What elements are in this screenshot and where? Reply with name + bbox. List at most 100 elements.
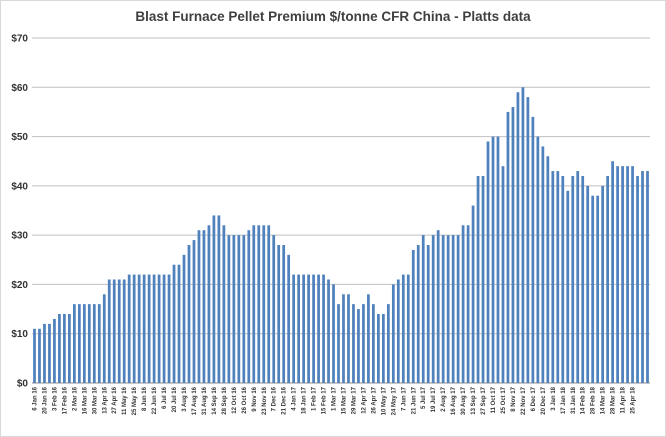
x-tick-label: 18 Jan 17: [302, 386, 308, 414]
bar: [511, 107, 515, 383]
x-tick-label: 24 May 17: [391, 386, 397, 415]
bar: [466, 225, 470, 383]
bar: [77, 304, 81, 383]
bar: [566, 190, 570, 383]
x-tick-label: 23 Nov 16: [262, 386, 268, 415]
x-tick-label: 25 May 16: [132, 386, 138, 415]
bar: [456, 235, 460, 383]
bar: [391, 284, 395, 383]
y-tick-label: $50: [11, 132, 28, 143]
bar: [471, 205, 475, 383]
x-tick-label: 2 Aug 17: [441, 386, 447, 411]
bar: [147, 274, 151, 383]
x-tick-label: 14 Sep 16: [212, 386, 218, 414]
bar: [401, 274, 405, 383]
bar: [192, 240, 196, 383]
x-tick-label: 21 Dec 16: [282, 386, 288, 414]
x-tick-label: 12 Apr 17: [361, 386, 367, 413]
x-tick-label: 29 Mar 17: [351, 386, 357, 414]
x-tick-label: 17 Aug 16: [192, 386, 198, 415]
bar: [327, 279, 330, 383]
x-tick-label: 11 Oct 17: [491, 386, 497, 413]
x-tick-label: 20 Jan 16: [42, 386, 48, 414]
bar: [436, 230, 440, 383]
bar: [272, 235, 276, 383]
x-tick-label: 7 Dec 16: [272, 386, 278, 411]
x-tick-label: 31 Aug 16: [202, 386, 208, 415]
bar: [207, 225, 211, 383]
bar: [227, 235, 231, 383]
y-tick-label: $0: [17, 379, 29, 390]
x-tick-label: 9 Nov 16: [252, 386, 258, 411]
x-tick-label: 1 Mar 17: [332, 386, 338, 411]
x-tick-label: 25 Oct 17: [501, 386, 507, 413]
x-tick-label: 17 Feb 16: [62, 386, 68, 414]
bar: [531, 116, 535, 384]
x-tick-label: 22 Jun 16: [152, 386, 158, 414]
bar: [297, 274, 301, 383]
bar: [491, 136, 495, 383]
bar: [386, 304, 390, 383]
x-tick-label: 15 Feb 17: [322, 386, 328, 414]
bar: [541, 146, 545, 383]
bar: [222, 225, 226, 383]
x-tick-label: 13 Sep 17: [471, 386, 477, 414]
x-tick-label: 3 Jan 18: [551, 386, 557, 410]
x-tick-label: 13 Apr 16: [102, 386, 108, 413]
bar: [167, 274, 171, 383]
bar: [142, 274, 146, 383]
bar: [496, 136, 500, 383]
bar: [347, 294, 350, 383]
bar: [282, 245, 286, 383]
bar: [461, 225, 465, 383]
y-tick-label: $20: [11, 280, 28, 291]
x-tick-label: 28 Mar 18: [611, 386, 617, 414]
x-tick-label: 4 Jan 17: [292, 386, 298, 410]
bar: [367, 294, 370, 383]
bar: [372, 304, 375, 383]
bar: [58, 314, 61, 383]
bar: [232, 235, 236, 383]
x-tick-label: 25 Apr 18: [631, 386, 637, 413]
bar: [476, 176, 480, 383]
bar: [122, 279, 126, 383]
x-tick-label: 11 Apr 18: [621, 386, 627, 413]
bar: [551, 171, 555, 383]
bar: [626, 166, 629, 383]
bar: [287, 254, 291, 383]
y-tick-label: $10: [11, 329, 28, 340]
bar: [526, 97, 530, 383]
bar: [601, 185, 605, 383]
bar: [277, 245, 281, 383]
bar: [636, 176, 639, 383]
bar: [322, 274, 325, 383]
bar: [486, 141, 490, 383]
bar: [43, 323, 46, 383]
bar: [571, 176, 575, 383]
bar: [92, 304, 96, 383]
bar: [641, 171, 644, 383]
bar: [182, 254, 186, 383]
bar: [646, 171, 649, 383]
x-tick-label: 10 May 17: [381, 386, 387, 415]
bar: [362, 304, 365, 383]
bar: [87, 304, 91, 383]
bar: [252, 225, 256, 383]
bar: [117, 279, 121, 383]
x-tick-label: 16 Mar 16: [82, 386, 88, 414]
bar: [611, 161, 614, 383]
x-tick-label: 14 Feb 18: [581, 386, 587, 414]
bar: [68, 314, 71, 383]
bar: [441, 235, 445, 383]
x-tick-label: 19 Jul 17: [431, 386, 437, 412]
bar: [72, 304, 76, 383]
bar: [631, 166, 634, 383]
bar: [421, 235, 425, 383]
bar: [152, 274, 156, 383]
bar: [406, 274, 410, 383]
bar: [48, 323, 51, 383]
bar: [262, 225, 266, 383]
bar: [596, 195, 600, 383]
bar: [127, 274, 131, 383]
chart-title: Blast Furnace Pellet Premium $/tonne CFR…: [135, 9, 531, 24]
